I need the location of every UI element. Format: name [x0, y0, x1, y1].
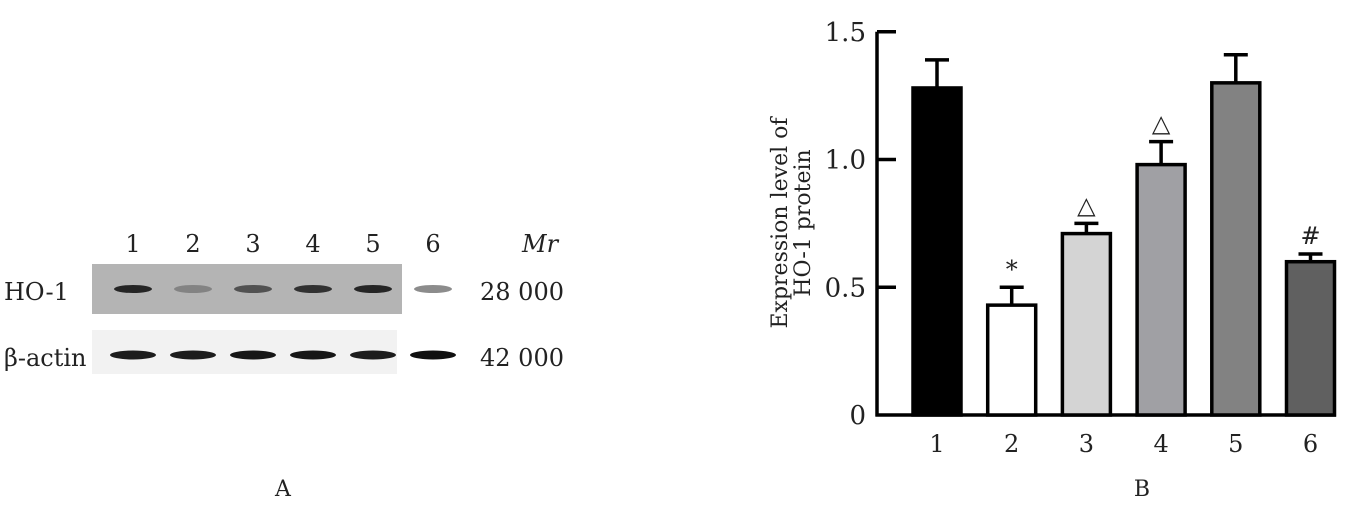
x-tick-label: 4 [1153, 430, 1168, 458]
lane-label: 4 [305, 230, 320, 258]
bar-4 [1135, 162, 1187, 417]
bar-chart: Expression level of HO-1 protein B 0 0.5 1… [768, 18, 1337, 502]
bar-3 [1060, 231, 1113, 417]
y-axis-label-line-1: Expression level of [768, 116, 793, 329]
lane-label: 2 [185, 230, 200, 258]
chart-panel-label: B [1134, 477, 1150, 502]
protein-band [354, 285, 392, 293]
y-tick-label: 0 [849, 401, 866, 431]
y-tick-label: 0.5 [825, 273, 866, 303]
blot-mr-value: 28 000 [480, 278, 564, 306]
protein-band [414, 285, 452, 293]
x-tick-label: 5 [1228, 430, 1243, 458]
protein-band [110, 350, 156, 360]
y-axis-label-line-2: HO-1 protein [791, 149, 816, 296]
significance-marker: # [1300, 222, 1320, 250]
protein-band [350, 350, 396, 360]
bar-1 [911, 86, 963, 417]
protein-band [174, 285, 212, 293]
protein-band [230, 350, 276, 360]
blot-panel-label: A [274, 477, 292, 502]
x-tick-label: 3 [1079, 430, 1094, 458]
blot-row-label: β-actin [4, 344, 87, 372]
lane-label: 5 [365, 230, 380, 258]
bar-5 [1210, 81, 1262, 417]
protein-band [410, 350, 456, 360]
lane-label: 3 [245, 230, 260, 258]
lane-label: 1 [125, 230, 140, 258]
significance-marker: △ [1152, 110, 1171, 138]
bar-6 [1284, 259, 1337, 417]
y-tick-label: 1.0 [825, 146, 866, 176]
bar-2 [985, 303, 1038, 417]
x-tick-label: 6 [1303, 430, 1318, 458]
protein-band [170, 350, 216, 360]
significance-marker: * [1006, 255, 1018, 283]
protein-band [114, 285, 152, 293]
significance-marker: △ [1077, 191, 1096, 219]
western-blot-panel: Mr A 1 2 3 4 5 6 HO-1 28 000 β-actin 42 000 [4, 230, 564, 502]
protein-band [290, 350, 336, 360]
protein-band [294, 285, 332, 293]
blot-mr-value: 42 000 [480, 344, 564, 372]
x-tick-label: 2 [1004, 430, 1019, 458]
blot-row-label: HO-1 [4, 278, 69, 306]
x-tick-label: 1 [929, 430, 944, 458]
protein-band [234, 285, 272, 293]
lane-label: 6 [425, 230, 440, 258]
blot-mr-header: Mr [521, 230, 560, 258]
y-tick-label: 1.5 [825, 18, 866, 48]
